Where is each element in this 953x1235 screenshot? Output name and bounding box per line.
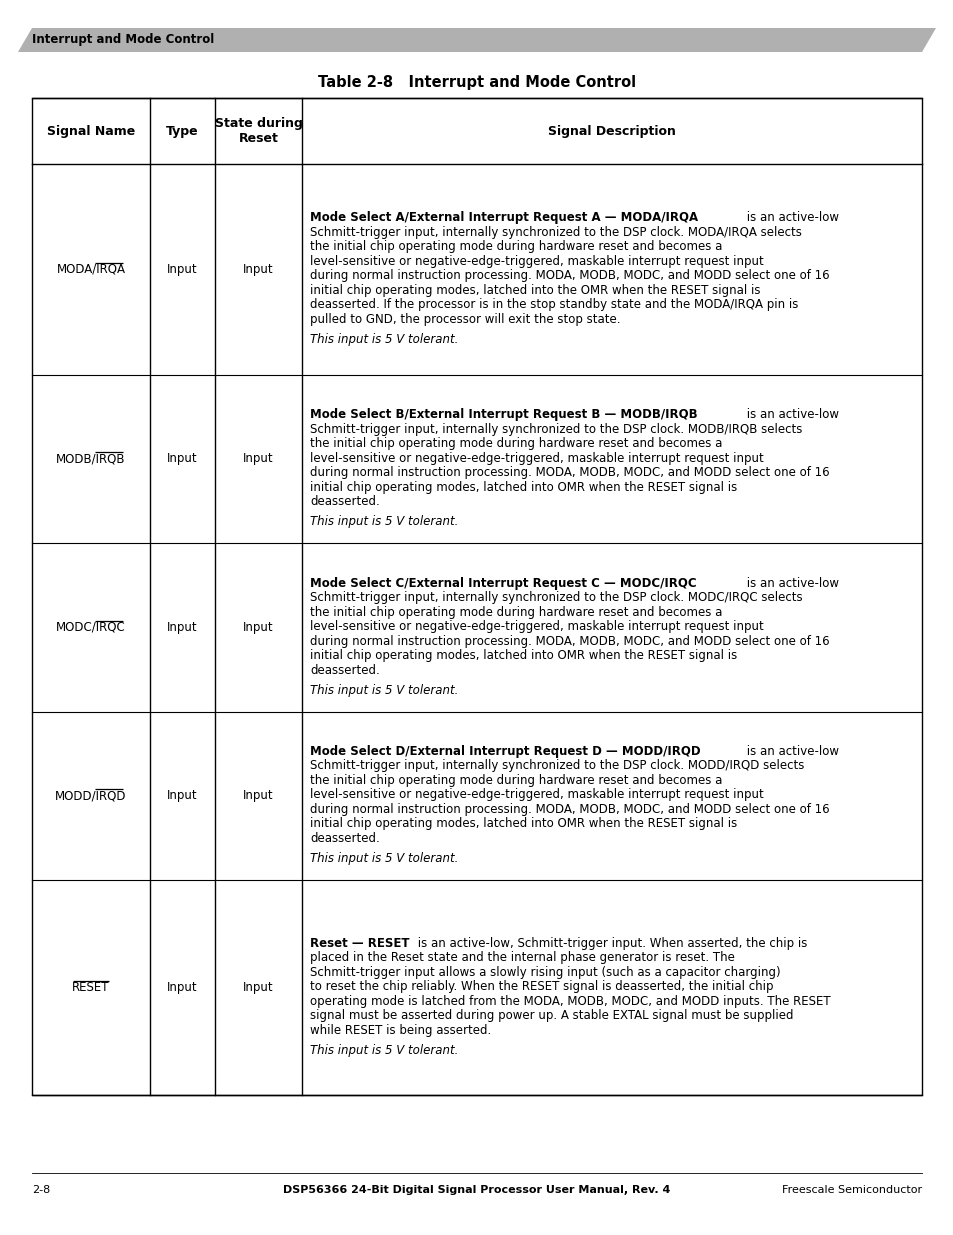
Text: Signal Name: Signal Name xyxy=(47,125,135,137)
Text: deasserted. If the processor is in the stop standby state and the MODA/IRQA pin : deasserted. If the processor is in the s… xyxy=(310,299,798,311)
Text: during normal instruction processing. MODA, MODB, MODC, and MODD select one of 1: during normal instruction processing. MO… xyxy=(310,803,829,816)
Text: is an active-low, Schmitt-trigger input. When asserted, the chip is: is an active-low, Schmitt-trigger input.… xyxy=(414,936,807,950)
Text: initial chip operating modes, latched into OMR when the RESET signal is: initial chip operating modes, latched in… xyxy=(310,480,737,494)
Text: MODB/IRQB: MODB/IRQB xyxy=(56,452,126,466)
Text: Input: Input xyxy=(243,981,274,994)
Text: Mode Select B/External Interrupt Request B — MODB/IRQB: Mode Select B/External Interrupt Request… xyxy=(310,409,697,421)
Polygon shape xyxy=(18,28,935,52)
Text: level-sensitive or negative-edge-triggered, maskable interrupt request input: level-sensitive or negative-edge-trigger… xyxy=(310,452,763,464)
Text: Mode Select C/External Interrupt Request C — MODC/IRQC: Mode Select C/External Interrupt Request… xyxy=(310,577,696,589)
Text: Schmitt-trigger input, internally synchronized to the DSP clock. MODB/IRQB selec: Schmitt-trigger input, internally synchr… xyxy=(310,422,801,436)
Text: Input: Input xyxy=(243,621,274,634)
Text: This input is 5 V tolerant.: This input is 5 V tolerant. xyxy=(310,852,457,866)
Text: level-sensitive or negative-edge-triggered, maskable interrupt request input: level-sensitive or negative-edge-trigger… xyxy=(310,788,763,802)
Text: Type: Type xyxy=(166,125,198,137)
Text: level-sensitive or negative-edge-triggered, maskable interrupt request input: level-sensitive or negative-edge-trigger… xyxy=(310,620,763,634)
Text: operating mode is latched from the MODA, MODB, MODC, and MODD inputs. The RESET: operating mode is latched from the MODA,… xyxy=(310,994,830,1008)
Text: State during
Reset: State during Reset xyxy=(214,116,302,146)
Text: to reset the chip reliably. When the RESET signal is deasserted, the initial chi: to reset the chip reliably. When the RES… xyxy=(310,981,773,993)
Text: initial chip operating modes, latched into the OMR when the RESET signal is: initial chip operating modes, latched in… xyxy=(310,284,760,296)
Text: Freescale Semiconductor: Freescale Semiconductor xyxy=(781,1186,921,1195)
Text: is an active-low: is an active-low xyxy=(742,211,839,225)
Text: pulled to GND, the processor will exit the stop state.: pulled to GND, the processor will exit t… xyxy=(310,312,619,326)
Text: Mode Select D/External Interrupt Request D — MODD/IRQD: Mode Select D/External Interrupt Request… xyxy=(310,745,700,758)
Text: Mode Select A/External Interrupt Request A — MODA/IRQA: Mode Select A/External Interrupt Request… xyxy=(310,211,698,225)
Text: Schmitt-trigger input, internally synchronized to the DSP clock. MODA/IRQA selec: Schmitt-trigger input, internally synchr… xyxy=(310,226,801,238)
Text: RESET: RESET xyxy=(72,981,110,994)
Text: Schmitt-trigger input allows a slowly rising input (such as a capacitor charging: Schmitt-trigger input allows a slowly ri… xyxy=(310,966,780,978)
Text: MODA/IRQA: MODA/IRQA xyxy=(56,263,126,275)
Text: Input: Input xyxy=(167,263,197,275)
Text: is an active-low: is an active-low xyxy=(742,409,839,421)
Text: deasserted.: deasserted. xyxy=(310,495,379,508)
Text: Input: Input xyxy=(243,263,274,275)
Text: placed in the Reset state and the internal phase generator is reset. The: placed in the Reset state and the intern… xyxy=(310,951,734,965)
Bar xyxy=(32,98,921,1095)
Text: This input is 5 V tolerant.: This input is 5 V tolerant. xyxy=(310,1044,457,1057)
Text: is an active-low: is an active-low xyxy=(742,745,839,758)
Text: This input is 5 V tolerant.: This input is 5 V tolerant. xyxy=(310,333,457,346)
Text: level-sensitive or negative-edge-triggered, maskable interrupt request input: level-sensitive or negative-edge-trigger… xyxy=(310,254,763,268)
Text: MODC/IRQC: MODC/IRQC xyxy=(56,621,126,634)
Text: Input: Input xyxy=(243,452,274,466)
Text: during normal instruction processing. MODA, MODB, MODC, and MODD select one of 1: during normal instruction processing. MO… xyxy=(310,466,829,479)
Text: This input is 5 V tolerant.: This input is 5 V tolerant. xyxy=(310,515,457,529)
Text: deasserted.: deasserted. xyxy=(310,663,379,677)
Text: Input: Input xyxy=(167,621,197,634)
Text: 2-8: 2-8 xyxy=(32,1186,51,1195)
Text: initial chip operating modes, latched into OMR when the RESET signal is: initial chip operating modes, latched in… xyxy=(310,818,737,830)
Text: the initial chip operating mode during hardware reset and becomes a: the initial chip operating mode during h… xyxy=(310,437,721,451)
Text: Table 2-8   Interrupt and Mode Control: Table 2-8 Interrupt and Mode Control xyxy=(317,74,636,89)
Text: deasserted.: deasserted. xyxy=(310,832,379,845)
Text: Input: Input xyxy=(167,981,197,994)
Text: Interrupt and Mode Control: Interrupt and Mode Control xyxy=(32,33,214,47)
Text: Input: Input xyxy=(243,789,274,803)
Text: is an active-low: is an active-low xyxy=(742,577,839,589)
Text: Input: Input xyxy=(167,789,197,803)
Text: Schmitt-trigger input, internally synchronized to the DSP clock. MODC/IRQC selec: Schmitt-trigger input, internally synchr… xyxy=(310,592,801,604)
Text: Reset — RESET: Reset — RESET xyxy=(310,936,409,950)
Text: the initial chip operating mode during hardware reset and becomes a: the initial chip operating mode during h… xyxy=(310,774,721,787)
Text: during normal instruction processing. MODA, MODB, MODC, and MODD select one of 1: during normal instruction processing. MO… xyxy=(310,269,829,283)
Text: Signal Description: Signal Description xyxy=(547,125,676,137)
Text: This input is 5 V tolerant.: This input is 5 V tolerant. xyxy=(310,684,457,697)
Text: the initial chip operating mode during hardware reset and becomes a: the initial chip operating mode during h… xyxy=(310,241,721,253)
Text: Schmitt-trigger input, internally synchronized to the DSP clock. MODD/IRQD selec: Schmitt-trigger input, internally synchr… xyxy=(310,760,803,772)
Text: while RESET is being asserted.: while RESET is being asserted. xyxy=(310,1024,491,1036)
Text: DSP56366 24-Bit Digital Signal Processor User Manual, Rev. 4: DSP56366 24-Bit Digital Signal Processor… xyxy=(283,1186,670,1195)
Text: signal must be asserted during power up. A stable EXTAL signal must be supplied: signal must be asserted during power up.… xyxy=(310,1009,793,1023)
Text: initial chip operating modes, latched into OMR when the RESET signal is: initial chip operating modes, latched in… xyxy=(310,650,737,662)
Text: the initial chip operating mode during hardware reset and becomes a: the initial chip operating mode during h… xyxy=(310,605,721,619)
Text: MODD/IRQD: MODD/IRQD xyxy=(55,789,127,803)
Text: during normal instruction processing. MODA, MODB, MODC, and MODD select one of 1: during normal instruction processing. MO… xyxy=(310,635,829,647)
Text: Input: Input xyxy=(167,452,197,466)
